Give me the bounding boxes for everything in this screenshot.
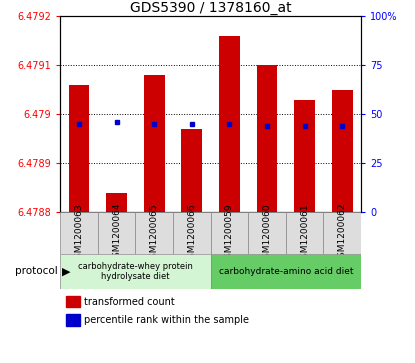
- Bar: [66, 314, 80, 326]
- Text: GSM1200060: GSM1200060: [263, 203, 271, 264]
- Text: GSM1200062: GSM1200062: [338, 203, 347, 264]
- Text: carbohydrate-amino acid diet: carbohydrate-amino acid diet: [219, 267, 353, 276]
- Text: GSM1200064: GSM1200064: [112, 203, 121, 264]
- Text: ▶: ▶: [62, 266, 71, 276]
- Bar: [106, 193, 127, 212]
- Bar: [135, 212, 173, 254]
- Bar: [211, 212, 248, 254]
- Bar: [68, 85, 89, 212]
- Bar: [181, 129, 202, 212]
- Text: transformed count: transformed count: [84, 297, 175, 307]
- Title: GDS5390 / 1378160_at: GDS5390 / 1378160_at: [130, 1, 291, 15]
- Bar: [332, 90, 353, 212]
- Bar: [66, 296, 80, 307]
- Bar: [211, 254, 361, 289]
- Bar: [98, 212, 135, 254]
- Bar: [60, 254, 211, 289]
- Bar: [144, 75, 164, 212]
- Bar: [219, 36, 240, 212]
- Text: percentile rank within the sample: percentile rank within the sample: [84, 315, 249, 325]
- Bar: [60, 212, 98, 254]
- Bar: [257, 65, 277, 212]
- Text: GSM1200061: GSM1200061: [300, 203, 309, 264]
- Bar: [248, 212, 286, 254]
- Text: GSM1200065: GSM1200065: [150, 203, 159, 264]
- Bar: [286, 212, 323, 254]
- Bar: [294, 99, 315, 212]
- Text: carbohydrate-whey protein
hydrolysate diet: carbohydrate-whey protein hydrolysate di…: [78, 262, 193, 281]
- Bar: [323, 212, 361, 254]
- Text: GSM1200059: GSM1200059: [225, 203, 234, 264]
- Text: protocol: protocol: [15, 266, 58, 276]
- Bar: [173, 212, 210, 254]
- Text: GSM1200066: GSM1200066: [187, 203, 196, 264]
- Text: GSM1200063: GSM1200063: [74, 203, 83, 264]
